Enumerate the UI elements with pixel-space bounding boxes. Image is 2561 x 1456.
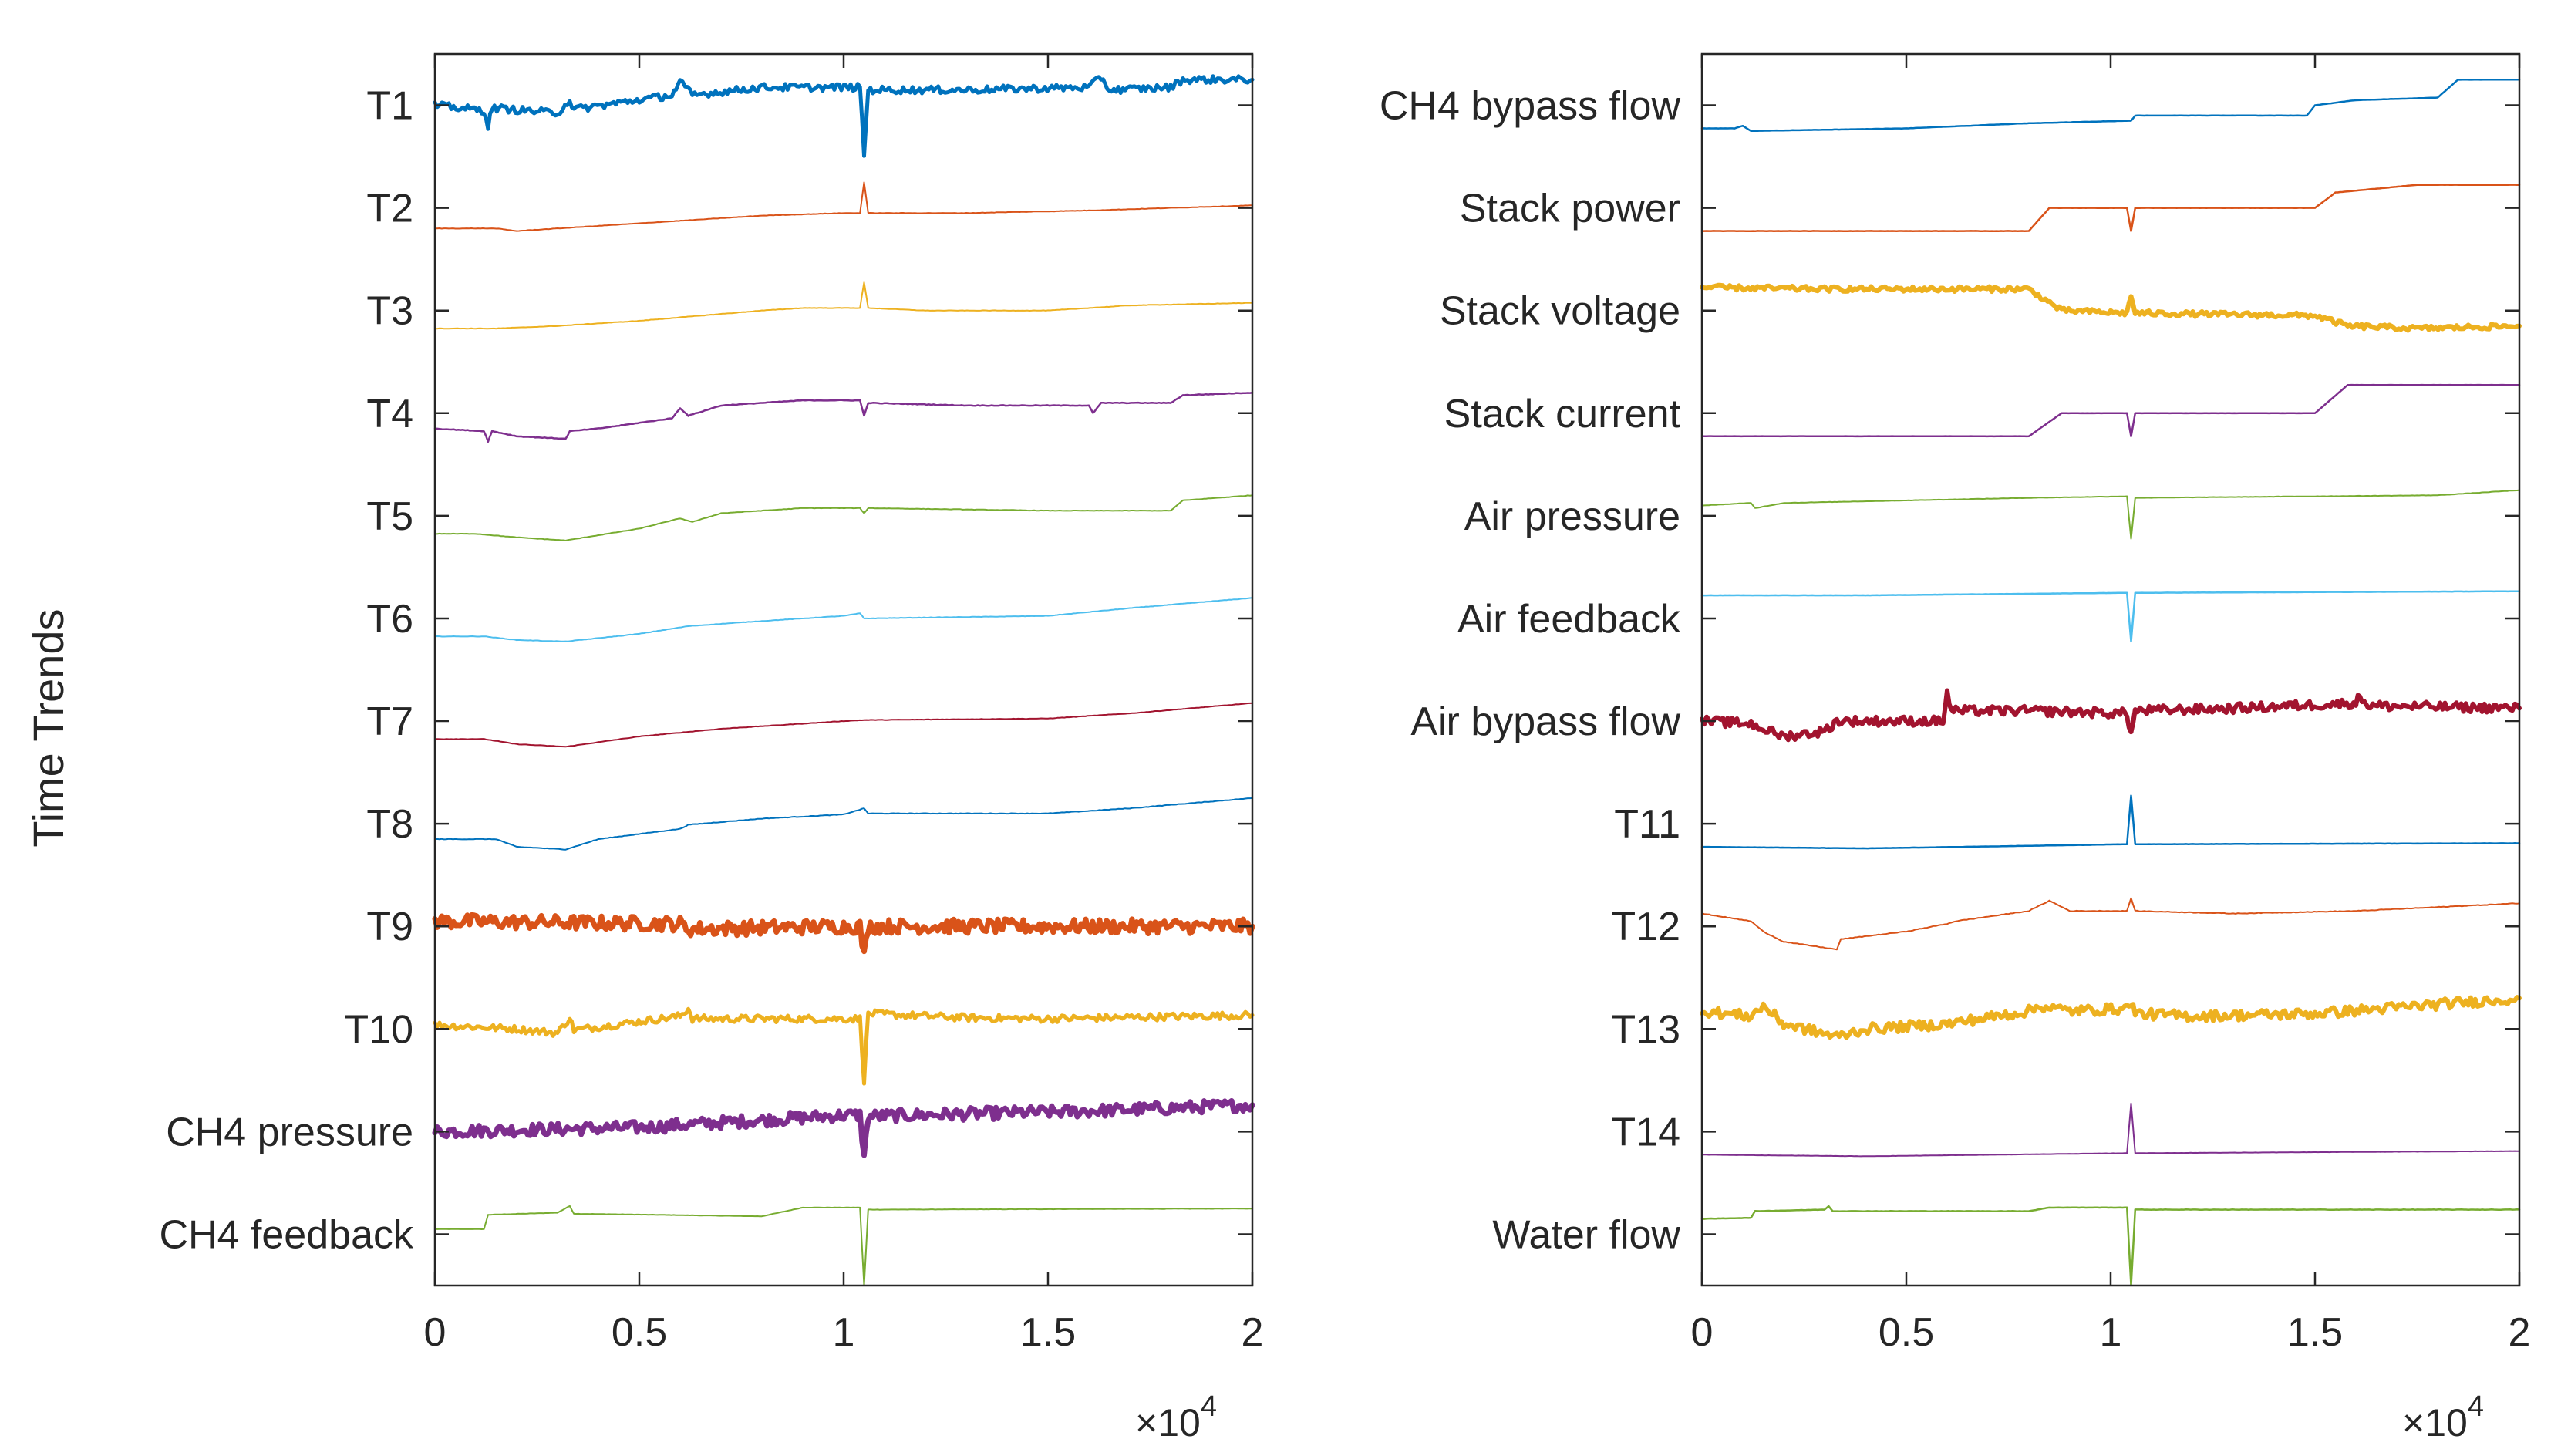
series-line-t4: [433, 391, 1254, 443]
series-label-air-pressure: Air pressure: [1464, 494, 1680, 539]
series-label-t9: T9: [366, 905, 413, 949]
series-label-t2: T2: [366, 187, 413, 231]
right-panel-traces: [1700, 78, 2522, 1287]
series-label-t10: T10: [344, 1007, 413, 1052]
series-label-t4: T4: [366, 392, 413, 436]
series-label-t1: T1: [366, 84, 413, 129]
series-label-t5: T5: [366, 494, 413, 539]
right-axes-frame: [1700, 52, 2521, 1287]
series-line-t9: [432, 912, 1255, 955]
series-label-stack-power: Stack power: [1460, 187, 1680, 231]
series-label-ch4-bypass-flow: CH4 bypass flow: [1380, 84, 1681, 129]
right-x-tick-label: 1.5: [2287, 1310, 2343, 1355]
series-line-t8: [434, 797, 1253, 851]
series-label-t7: T7: [366, 699, 413, 744]
left-x-multiplier-exponent: 4: [1201, 1390, 1217, 1423]
series-line-ch4-feedback: [434, 1205, 1253, 1286]
series-label-ch4-feedback: CH4 feedback: [159, 1212, 414, 1257]
series-label-ch4-pressure: CH4 pressure: [166, 1110, 413, 1154]
series-line-t7: [434, 702, 1253, 748]
left-panel-ticks: 0 0.5 1 1.5 2 CH4 feedback CH4 pressure T10 T9 T8…: [159, 54, 1263, 1355]
series-label-t3: T3: [366, 289, 413, 334]
series-line-t6: [434, 597, 1253, 642]
left-panel-traces: [432, 74, 1255, 1286]
series-line-air-bypass-flow: [1700, 688, 2522, 743]
right-x-tick-label: 1: [2100, 1310, 2122, 1355]
series-label-air-bypass-flow: Air bypass flow: [1410, 699, 1680, 744]
series-line-stack-current: [1700, 383, 2521, 438]
series-line-t1: [433, 74, 1255, 158]
right-x-multiplier-base: ×10: [2402, 1401, 2468, 1444]
right-x-tick-label: 0.5: [1879, 1310, 1934, 1355]
series-line-air-pressure: [1701, 489, 2520, 540]
right-x-tick-label: 0: [1691, 1310, 1714, 1355]
series-line-air-feedback: [1700, 590, 2521, 643]
series-line-t11: [1700, 794, 2521, 850]
series-line-water-flow: [1700, 1205, 2521, 1287]
left-x-tick-label: 1: [833, 1310, 855, 1355]
series-line-t2: [434, 181, 1253, 232]
series-label-air-feedback: Air feedback: [1457, 597, 1681, 642]
series-label-t14: T14: [1611, 1110, 1680, 1154]
series-line-t14: [1701, 1102, 2520, 1158]
right-panel-ticks: 0 0.5 1 1.5 2 Water flow T14 T13 T12 T11 Air bypas…: [1380, 54, 2531, 1355]
left-x-multiplier: ×104: [1135, 1390, 1217, 1444]
left-x-tick-label: 0.5: [612, 1310, 667, 1355]
right-x-tick-label: 2: [2509, 1310, 2531, 1355]
left-x-tick-label: 0: [424, 1310, 446, 1355]
series-label-stack-current: Stack current: [1444, 392, 1681, 436]
series-line-t12: [1701, 897, 2520, 951]
left-panel: 0 0.5 1 1.5 2 CH4 feedback CH4 pressure T10 T9 T8…: [159, 52, 1263, 1444]
series-line-stack-power: [1700, 184, 2521, 232]
series-label-t12: T12: [1611, 905, 1680, 949]
series-line-t13: [1700, 995, 2522, 1040]
left-x-tick-label: 1.5: [1020, 1310, 1076, 1355]
left-x-tick-label: 2: [1242, 1310, 1264, 1355]
right-x-multiplier: ×104: [2402, 1390, 2484, 1444]
series-line-t5: [434, 494, 1253, 541]
left-axes-frame: [433, 52, 1254, 1287]
left-x-multiplier-base: ×10: [1135, 1401, 1201, 1444]
right-x-multiplier-exponent: 4: [2468, 1390, 2484, 1423]
series-label-t6: T6: [366, 597, 413, 642]
y-axis-label: Time Trends: [24, 608, 72, 847]
series-label-t11: T11: [1614, 802, 1680, 847]
right-panel: 0 0.5 1 1.5 2 Water flow T14 T13 T12 T11 Air bypas…: [1380, 52, 2531, 1444]
series-line-stack-voltage: [1700, 282, 2522, 333]
series-label-water-flow: Water flow: [1492, 1212, 1680, 1257]
series-line-t3: [434, 281, 1253, 330]
series-label-t13: T13: [1611, 1007, 1680, 1052]
series-line-ch4-bypass-flow: [1700, 78, 2521, 133]
series-label-stack-voltage: Stack voltage: [1440, 289, 1680, 334]
series-line-ch4-pressure: [432, 1098, 1255, 1158]
series-line-t10: [433, 1006, 1255, 1086]
series-label-t8: T8: [366, 802, 413, 847]
